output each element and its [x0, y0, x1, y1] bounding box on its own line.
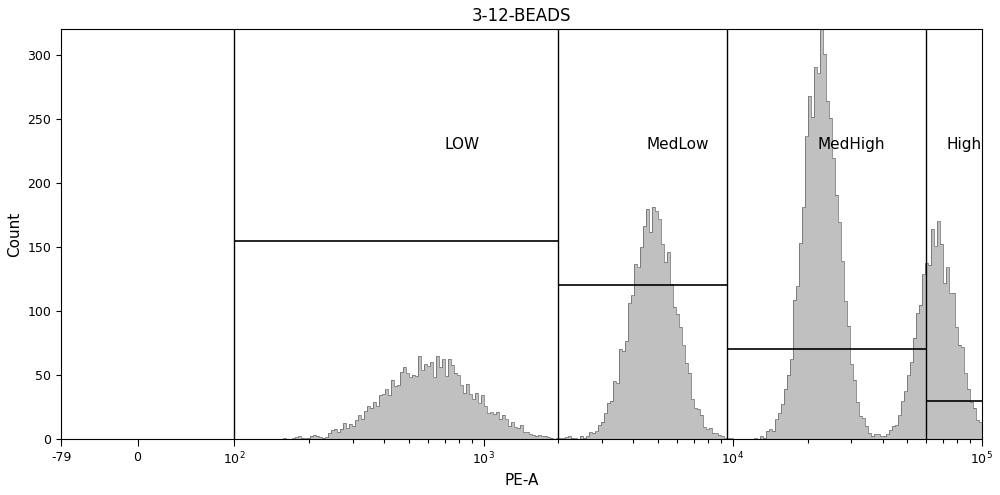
Text: LOW: LOW [445, 137, 480, 152]
Text: High: High [946, 137, 981, 152]
Text: MedLow: MedLow [646, 137, 709, 152]
X-axis label: PE-A: PE-A [504, 473, 539, 488]
Text: MedHigh: MedHigh [818, 137, 885, 152]
Title: 3-12-BEADS: 3-12-BEADS [472, 7, 571, 25]
Y-axis label: Count: Count [7, 211, 22, 257]
